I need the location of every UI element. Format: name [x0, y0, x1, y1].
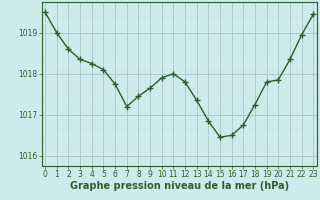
X-axis label: Graphe pression niveau de la mer (hPa): Graphe pression niveau de la mer (hPa) [70, 181, 289, 191]
